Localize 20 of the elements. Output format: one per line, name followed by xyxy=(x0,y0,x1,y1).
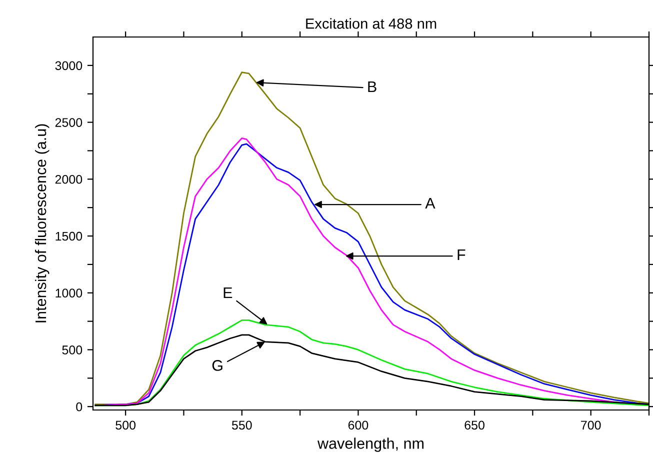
y-tick-label: 500 xyxy=(62,346,82,354)
y-tick-label: 0 xyxy=(76,402,82,412)
annotation: E xyxy=(224,287,232,298)
chart-title: Excitation at 488 nm xyxy=(306,18,436,29)
annotation: F xyxy=(458,249,466,260)
y-tick-label: 2500 xyxy=(55,118,82,127)
annotation: G xyxy=(212,360,222,371)
x-axis-title: wavelength, nm xyxy=(317,438,424,452)
x-tick-label: 500 xyxy=(116,420,136,430)
y-tick-label: 1000 xyxy=(56,288,82,298)
x-tick-label: 650 xyxy=(464,420,484,430)
x-tick-label: 550 xyxy=(232,420,252,430)
x-tick-label: 700 xyxy=(581,420,601,430)
y-tick-label: 2000 xyxy=(55,174,82,184)
y-tick-label: 3000 xyxy=(55,61,82,70)
x-tick-label: 600 xyxy=(348,420,368,430)
y-axis-title: Intensity of fluorescence (a.u) xyxy=(34,124,50,322)
annotation: A xyxy=(425,198,436,208)
y-tick-label: 1500 xyxy=(56,232,82,241)
annotation: B xyxy=(368,81,376,92)
